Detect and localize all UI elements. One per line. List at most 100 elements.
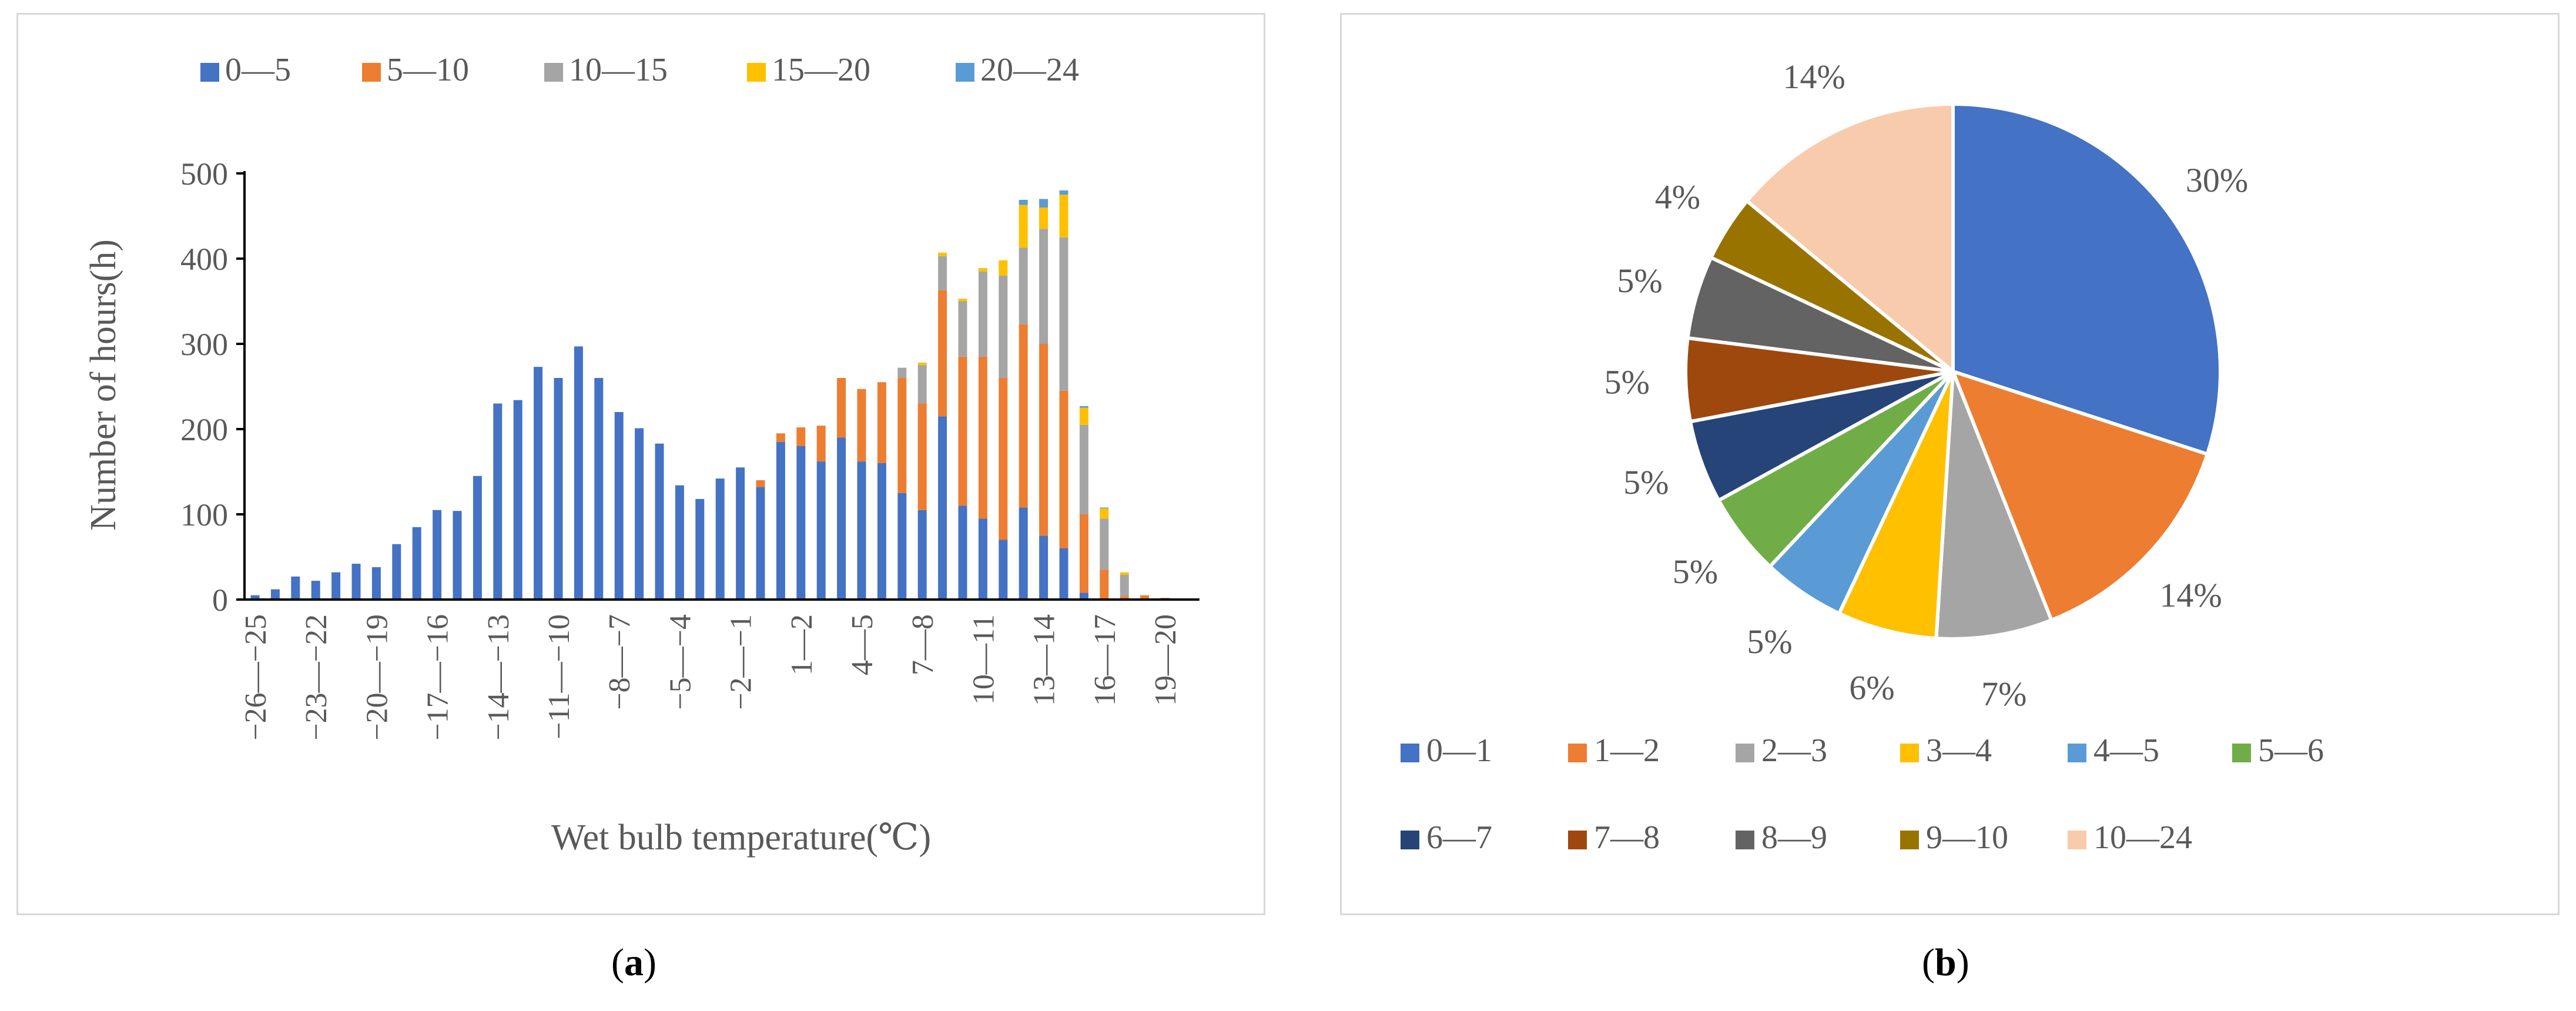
bar-segment <box>695 498 705 600</box>
bar-segment <box>1120 572 1129 575</box>
y-tick-label: 200 <box>180 412 228 447</box>
pie-legend-label-5: 4—5 <box>2093 732 2159 769</box>
bar-segment <box>938 256 947 290</box>
pie-legend-label-11: 10—24 <box>2093 819 2192 856</box>
bar-segment <box>857 389 866 462</box>
x-tick-label: −20—−19 <box>360 614 394 741</box>
pie-legend-label-1: 0—1 <box>1426 732 1492 769</box>
bar-segment <box>1120 574 1129 597</box>
bar-segment <box>675 485 684 600</box>
legend-swatch-5 <box>956 63 974 82</box>
bar-segment <box>1039 535 1049 600</box>
pie-data-label-9: 5% <box>1617 262 1662 300</box>
bar-segment <box>978 267 987 272</box>
bar-segment <box>938 290 947 417</box>
bar-segment <box>1059 190 1068 195</box>
legend-label-1: 0—5 <box>225 52 291 88</box>
legend-label-2: 5—10 <box>387 52 469 88</box>
bar-segment <box>412 527 421 600</box>
bar-segment <box>1100 507 1109 508</box>
bar-segment <box>433 510 442 600</box>
pie-slice-11 <box>1744 102 1955 376</box>
y-tick-label: 0 <box>212 583 228 618</box>
pie-legend-swatch-11 <box>2068 831 2086 849</box>
bar-segment <box>1039 229 1049 344</box>
pie-legend-swatch-6 <box>2232 744 2251 762</box>
x-tick-label: −8—−7 <box>603 614 637 710</box>
pie-legend-label-4: 3—4 <box>1926 732 1992 769</box>
bar-segment <box>917 510 927 600</box>
bar-segment <box>1100 508 1109 519</box>
bar-segment <box>574 346 583 600</box>
bar-segment <box>1059 390 1068 548</box>
bar-segment <box>958 506 967 600</box>
bar-segment <box>1019 247 1028 324</box>
bar-segment <box>453 511 462 600</box>
bar-segment <box>1019 199 1028 205</box>
pie-data-label-5: 5% <box>1747 622 1792 661</box>
pie-data-label-4: 6% <box>1849 669 1894 707</box>
bar-segment <box>756 480 765 487</box>
bar-segment <box>978 271 987 357</box>
bar-segment <box>250 595 260 600</box>
bar-segment <box>1039 207 1049 229</box>
bar-segment <box>897 378 907 493</box>
bar-segment <box>917 403 927 510</box>
bar-segment <box>1079 424 1088 514</box>
legend-label-5: 20—24 <box>980 52 1079 88</box>
bar-segment <box>1019 507 1028 600</box>
legend-swatch-1 <box>200 63 219 82</box>
bar-segment <box>371 567 381 600</box>
caption-a-letter: a <box>624 941 644 984</box>
bar-segment <box>857 461 866 600</box>
pie-legend-label-3: 2—3 <box>1761 732 1827 769</box>
bar-segment <box>776 433 785 442</box>
bar-segment <box>1100 518 1109 570</box>
bar-segment <box>816 426 826 462</box>
caption-b: (b) <box>1922 941 1969 984</box>
x-tick-label: −5—−4 <box>664 614 697 710</box>
bar-segment <box>756 487 765 600</box>
stacked-bar-chart: 0—5 5—10 10—15 15—20 20—24 0 100 200 300 400 500 −2… <box>83 52 1200 858</box>
pie-legend-swatch-1 <box>1401 744 1419 762</box>
x-tick-label: 13—14 <box>1028 614 1061 706</box>
pie-legend-label-6: 5—6 <box>2258 732 2324 769</box>
bar-segment <box>1079 514 1088 593</box>
bar-segment <box>270 589 280 600</box>
caption-b-letter: b <box>1934 941 1957 984</box>
bar-segment <box>331 572 341 600</box>
bar-segment <box>917 365 927 404</box>
bar-segment <box>796 427 806 446</box>
y-tick-label: 500 <box>180 156 228 192</box>
x-axis-title: Wet bulb temperature(℃) <box>551 818 931 858</box>
bar-segment <box>1079 406 1088 408</box>
pie-legend-swatch-5 <box>2068 744 2086 762</box>
legend-swatch-2 <box>362 63 381 82</box>
bar-segment <box>493 403 503 600</box>
bar-segment <box>796 446 806 600</box>
pie-data-label-3: 7% <box>1981 675 2026 713</box>
pie-slice-4 <box>1837 370 1955 641</box>
pie-legend-swatch-9 <box>1736 831 1754 849</box>
pie-data-label-8: 5% <box>1604 363 1650 401</box>
pie-legend-swatch-8 <box>1568 831 1587 849</box>
bar-segment <box>311 581 320 600</box>
bar-segment <box>1059 195 1068 237</box>
bar-segment <box>534 367 543 600</box>
pie-legend-label-7: 6—7 <box>1426 819 1492 856</box>
bar-segment <box>776 441 785 600</box>
pie-legend-label-9: 8—9 <box>1761 819 1827 856</box>
pie-legend-swatch-4 <box>1900 744 1919 762</box>
bar-segment <box>958 356 967 506</box>
caption-a: (a) <box>611 941 656 984</box>
pie-legend-swatch-2 <box>1568 744 1587 762</box>
stacked-bar-chart-panel: 0—5 5—10 10—15 15—20 20—24 0 100 200 300 400 500 −2… <box>16 13 1265 915</box>
y-tick-label: 100 <box>180 497 228 533</box>
bar-segment <box>999 378 1008 540</box>
pie-data-label-11: 14% <box>1783 58 1845 96</box>
x-tick-label: −14—−13 <box>482 614 515 741</box>
bar-segment <box>291 576 300 600</box>
bar-segment <box>1079 407 1088 425</box>
x-tick-label: −2—−1 <box>725 614 758 710</box>
bar-segment <box>635 428 644 600</box>
